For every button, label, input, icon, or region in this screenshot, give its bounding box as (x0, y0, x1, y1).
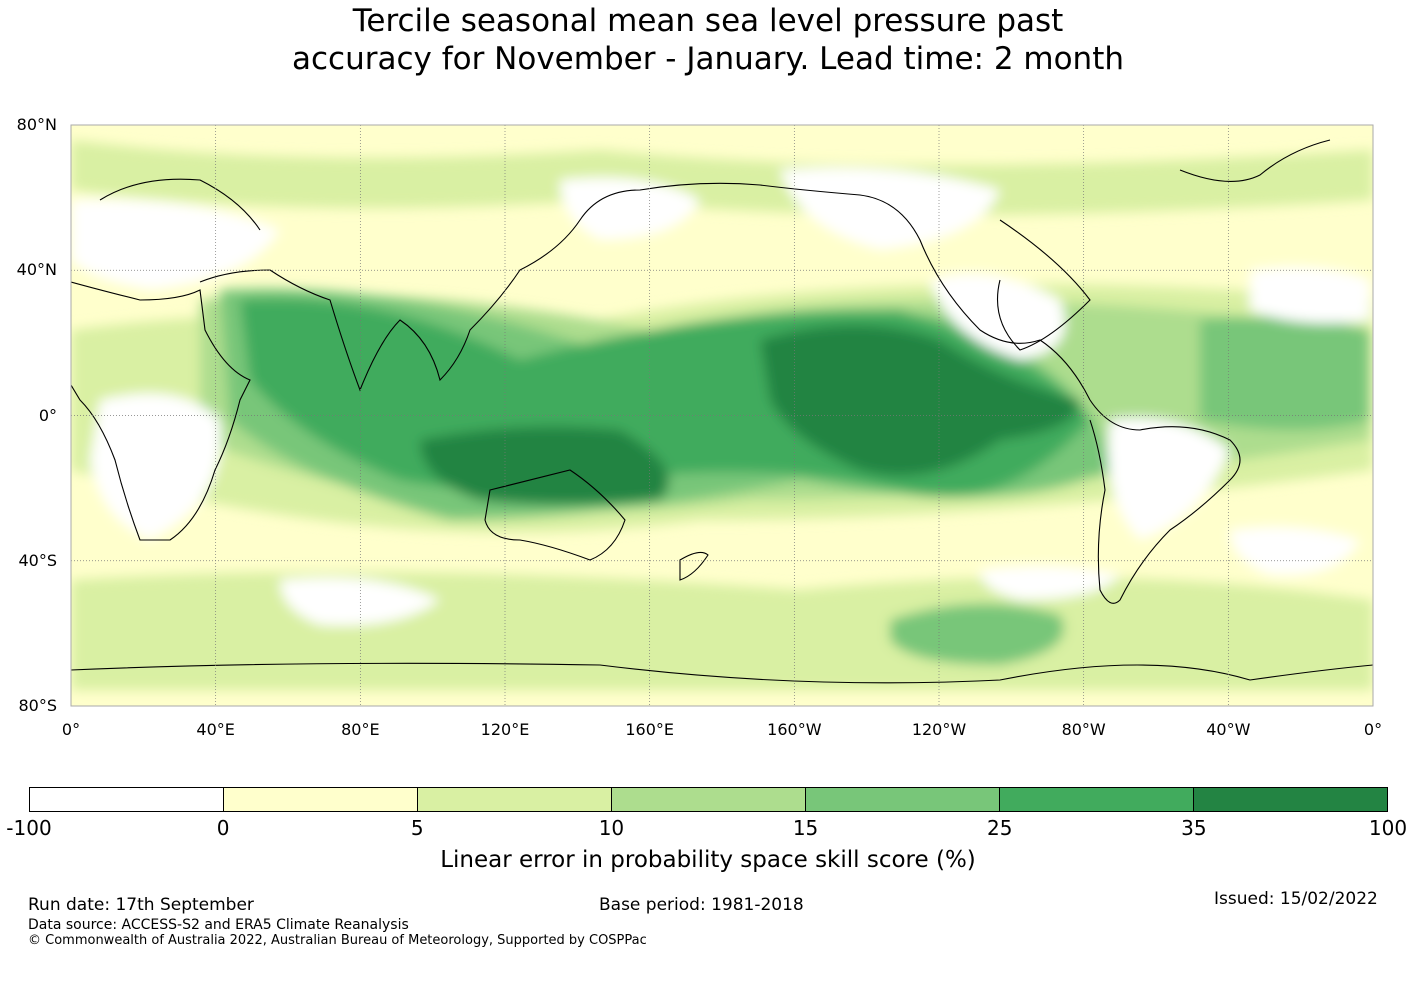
map-frame (70, 124, 1374, 707)
colorbar-segment (418, 788, 612, 811)
longitude-label: 80°W (1061, 720, 1106, 739)
longitude-label: 40°W (1206, 720, 1251, 739)
title-line-1: Tercile seasonal mean sea level pressure… (352, 3, 1064, 39)
colorbar-segment (612, 788, 806, 811)
longitude-label: 160°E (625, 720, 674, 739)
colorbar-tick-label: 100 (1368, 816, 1408, 840)
latitude-label: 80°S (18, 696, 57, 715)
colorbar-tick-label: 15 (792, 816, 819, 840)
longitude-label: 40°E (196, 720, 235, 739)
latitude-label: 80°N (16, 115, 57, 134)
longitude-label: 120°W (911, 720, 967, 739)
colorbar (29, 787, 1388, 812)
skill-contours (71, 140, 1373, 690)
colorbar-tick-label: 10 (598, 816, 625, 840)
chart-title: Tercile seasonal mean sea level pressure… (0, 2, 1416, 78)
base-period: Base period: 1981-2018 (599, 895, 804, 915)
title-line-2: accuracy for November - January. Lead ti… (291, 41, 1125, 77)
longitude-label: 0° (61, 720, 81, 739)
skill-fields (71, 125, 1373, 706)
data-source: Data source: ACCESS-S2 and ERA5 Climate … (28, 917, 409, 933)
colorbar-segment (806, 788, 1000, 811)
colorbar-segment (1194, 788, 1387, 811)
coastlines (71, 139, 1373, 684)
latitude-label: 0° (38, 405, 57, 425)
skill-score-map (70, 124, 1374, 707)
longitude-label: 120°E (480, 720, 530, 739)
longitude-label: 160°W (767, 720, 822, 739)
colorbar-segment (30, 788, 224, 811)
colorbar-tick-label: 0 (216, 816, 230, 840)
colorbar-tick-label: 5 (410, 816, 424, 840)
copyright: © Commonwealth of Australia 2022, Austra… (28, 933, 647, 948)
latitude-label: 40°S (18, 550, 57, 570)
longitude-label: 0° (1363, 720, 1383, 739)
colorbar-title: Linear error in probability space skill … (440, 847, 976, 873)
colorbar-tick-label: 25 (986, 816, 1013, 840)
issued-date: Issued: 15/02/2022 (1214, 889, 1378, 909)
colorbar-segment (1000, 788, 1194, 811)
colorbar-tick-label: -100 (6, 816, 52, 840)
colorbar-segment (224, 788, 418, 811)
colorbar-tick-label: 35 (1181, 816, 1207, 840)
run-date: Run date: 17th September (28, 895, 254, 915)
longitude-label: 80°E (341, 720, 380, 739)
latitude-label: 40°N (16, 260, 57, 280)
